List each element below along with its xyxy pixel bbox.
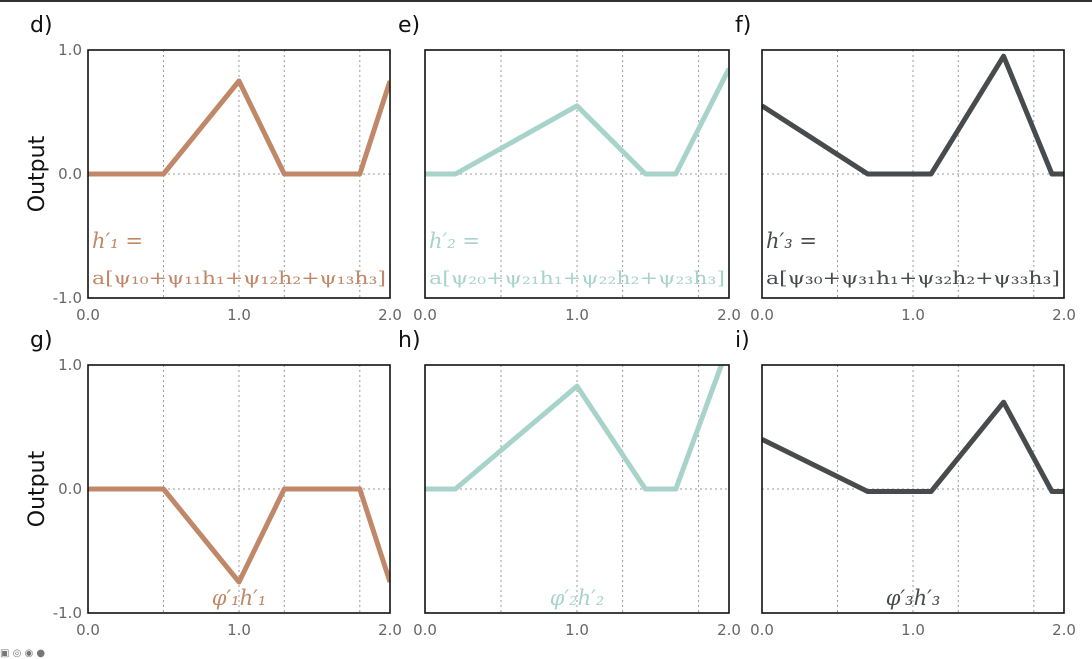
y-axis-label: Output bbox=[25, 135, 50, 212]
y-tick-label-0: 1.0 bbox=[58, 356, 82, 374]
annotation-line-1: φ′₁h′₁ bbox=[212, 586, 267, 610]
y-tick-label-2: -1.0 bbox=[53, 289, 82, 307]
annotation-line-1: φ′₃h′₃ bbox=[886, 586, 941, 610]
toolbar-icons[interactable]: ▣ ◎ ◉ ● bbox=[0, 648, 45, 659]
y-tick-label-1: 0.0 bbox=[58, 480, 82, 498]
x-tick-label-1: 1.0 bbox=[901, 621, 925, 639]
x-tick-label-2: 2.0 bbox=[378, 306, 402, 324]
x-tick-label-0: 0.0 bbox=[750, 621, 774, 639]
panel-i: i) 0.0 1.0 2.0 φ′₃h′₃ bbox=[735, 328, 1076, 639]
panel-label: d) bbox=[30, 13, 53, 38]
panel-label: f) bbox=[735, 13, 751, 38]
y-axis-label: Output bbox=[25, 450, 50, 527]
panel-label: i) bbox=[735, 328, 750, 353]
x-tick-label-1: 1.0 bbox=[565, 306, 589, 324]
x-tick-label-1: 1.0 bbox=[227, 621, 251, 639]
x-tick-label-1: 1.0 bbox=[227, 306, 251, 324]
x-tick-label-2: 2.0 bbox=[378, 621, 402, 639]
panel-label: h) bbox=[398, 328, 421, 353]
x-tick-label-2: 2.0 bbox=[717, 306, 741, 324]
panel-h: h) 0.0 1.0 2.0 φ′₂h′₂ bbox=[398, 328, 741, 639]
panel-label: g) bbox=[30, 328, 53, 353]
panel-label: e) bbox=[398, 13, 420, 38]
panel-f: f) 0.0 1.0 2.0 h′₃ = a[ψ₃₀+ψ₃₁h₁+ψ₃₂h₂+ψ₃₃h₃] bbox=[735, 13, 1076, 324]
annotation-line-2: a[ψ₃₀+ψ₃₁h₁+ψ₃₂h₂+ψ₃₃h₃] bbox=[766, 268, 1060, 289]
annotation-line-2: a[ψ₁₀+ψ₁₁h₁+ψ₁₂h₂+ψ₁₃h₃] bbox=[92, 268, 386, 289]
x-tick-label-1: 1.0 bbox=[901, 306, 925, 324]
x-tick-label-0: 0.0 bbox=[76, 621, 100, 639]
series-line bbox=[425, 365, 721, 489]
annotation-line-2: a[ψ₂₀+ψ₂₁h₁+ψ₂₂h₂+ψ₂₃h₃] bbox=[429, 268, 725, 289]
x-tick-label-0: 0.0 bbox=[413, 621, 437, 639]
x-tick-label-1: 1.0 bbox=[565, 621, 589, 639]
annotation-line-1: φ′₂h′₂ bbox=[550, 586, 605, 610]
x-tick-label-2: 2.0 bbox=[1052, 621, 1076, 639]
y-tick-label-2: -1.0 bbox=[53, 604, 82, 622]
annotation-line-1: h′₃ = bbox=[766, 229, 817, 253]
annotation-line-1: h′₂ = bbox=[429, 229, 480, 253]
panel-e: e) 0.0 1.0 2.0 h′₂ = a[ψ₂₀+ψ₂₁h₁+ψ₂₂h₂+ψ₂₃h₃] bbox=[398, 13, 741, 324]
x-tick-label-2: 2.0 bbox=[1052, 306, 1076, 324]
y-tick-label-0: 1.0 bbox=[58, 41, 82, 59]
x-tick-label-0: 0.0 bbox=[413, 306, 437, 324]
annotation-line-1: h′₁ = bbox=[92, 229, 143, 253]
x-tick-label-0: 0.0 bbox=[750, 306, 774, 324]
y-tick-label-1: 0.0 bbox=[58, 165, 82, 183]
x-tick-label-2: 2.0 bbox=[717, 621, 741, 639]
x-tick-label-0: 0.0 bbox=[76, 306, 100, 324]
